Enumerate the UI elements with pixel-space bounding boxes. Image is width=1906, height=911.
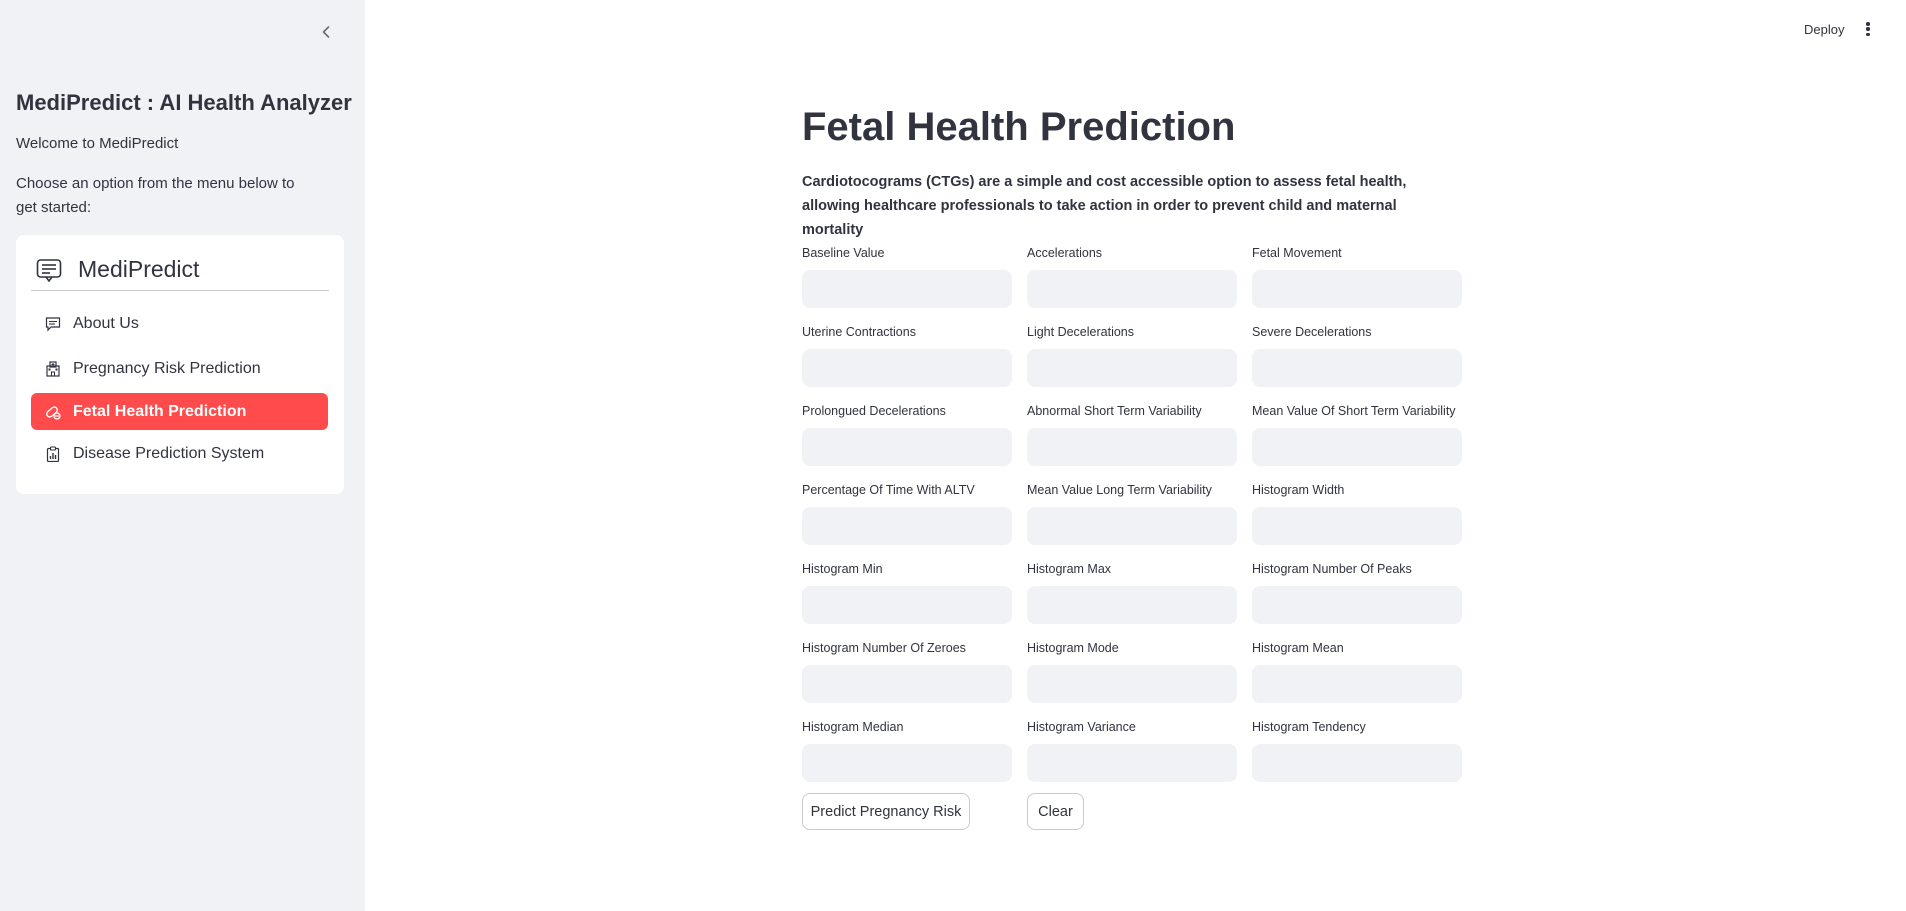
menu-item-disease-prediction[interactable]: Disease Prediction System (31, 435, 328, 472)
menu-item-label: Pregnancy Risk Prediction (73, 359, 261, 377)
navigation-menu: MediPredict About Us (16, 235, 344, 494)
field-histogram-median: Histogram Median (802, 719, 1012, 782)
list-document-icon (36, 258, 62, 282)
field-label: Histogram Min (802, 562, 883, 576)
field-label: Histogram Variance (1027, 720, 1136, 734)
field-histogram-mean: Histogram Mean (1252, 640, 1462, 703)
field-label: Abnormal Short Term Variability (1027, 404, 1202, 418)
field-mean-short-term-variability: Mean Value Of Short Term Variability (1252, 403, 1462, 466)
field-histogram-min: Histogram Min (802, 561, 1012, 624)
histogram-tendency-input[interactable] (1252, 744, 1462, 782)
field-baseline-value: Baseline Value (802, 245, 1012, 308)
field-label: Histogram Number Of Zeroes (802, 641, 966, 655)
field-label: Light Decelerations (1027, 325, 1135, 339)
field-histogram-variance: Histogram Variance (1027, 719, 1237, 782)
accelerations-input[interactable] (1027, 270, 1237, 308)
field-label: Mean Value Of Short Term Variability (1252, 404, 1456, 418)
menu-item-about-us[interactable]: About Us (31, 305, 328, 342)
clear-button[interactable]: Clear (1027, 793, 1084, 830)
field-abnormal-short-term-variability: Abnormal Short Term Variability (1027, 403, 1237, 466)
histogram-mode-input[interactable] (1027, 665, 1237, 703)
instruction-text: Choose an option from the menu below to … (16, 175, 295, 216)
field-label: Baseline Value (802, 246, 885, 260)
mean-long-term-variability-input[interactable] (1027, 507, 1237, 545)
menu-header: MediPredict (31, 249, 329, 291)
field-label: Histogram Width (1252, 483, 1345, 497)
histogram-variance-input[interactable] (1027, 744, 1237, 782)
field-label: Histogram Number Of Peaks (1252, 562, 1412, 576)
capsule-icon (45, 404, 61, 420)
uterine-contractions-input[interactable] (802, 349, 1012, 387)
chat-icon (45, 316, 61, 332)
deploy-button[interactable]: Deploy (1804, 22, 1845, 37)
page-description: Cardiotocograms (CTGs) are a simple and … (802, 174, 1407, 238)
clipboard-chart-icon (45, 445, 61, 462)
histogram-max-input[interactable] (1027, 586, 1237, 624)
field-label: Histogram Max (1027, 562, 1112, 576)
hospital-icon (45, 360, 61, 377)
menu-item-label: Fetal Health Prediction (73, 402, 247, 420)
field-histogram-width: Histogram Width (1252, 482, 1462, 545)
field-label: Histogram Tendency (1252, 720, 1366, 734)
field-mean-long-term-variability: Mean Value Long Term Variability (1027, 482, 1237, 545)
histogram-number-of-zeroes-input[interactable] (802, 665, 1012, 703)
percentage-time-altv-input[interactable] (802, 507, 1012, 545)
sidebar: MediPredict : AI Health Analyzer Welcome… (0, 0, 365, 911)
menu-title: MediPredict (78, 256, 200, 282)
field-uterine-contractions: Uterine Contractions (802, 324, 1012, 387)
baseline-value-input[interactable] (802, 270, 1012, 308)
fetal-movement-input[interactable] (1252, 270, 1462, 308)
field-prolongued-decelerations: Prolongued Decelerations (802, 403, 1012, 466)
field-label: Histogram Median (802, 720, 904, 734)
field-histogram-mode: Histogram Mode (1027, 640, 1237, 703)
field-label: Uterine Contractions (802, 325, 916, 339)
page-title: Fetal Health Prediction (802, 105, 1236, 149)
chevron-left-icon[interactable] (316, 22, 336, 42)
field-label: Fetal Movement (1252, 246, 1342, 260)
field-histogram-tendency: Histogram Tendency (1252, 719, 1462, 782)
field-label: Percentage Of Time With ALTV (802, 483, 975, 497)
field-label: Prolongued Decelerations (802, 404, 946, 418)
light-decelerations-input[interactable] (1027, 349, 1237, 387)
field-label: Severe Decelerations (1252, 325, 1372, 339)
field-histogram-number-of-peaks: Histogram Number Of Peaks (1252, 561, 1462, 624)
menu-item-pregnancy-risk[interactable]: Pregnancy Risk Prediction (31, 350, 328, 387)
histogram-min-input[interactable] (802, 586, 1012, 624)
app-title: MediPredict : AI Health Analyzer (16, 90, 352, 115)
field-label: Mean Value Long Term Variability (1027, 483, 1212, 497)
menu-item-label: Disease Prediction System (73, 444, 265, 462)
menu-item-label: About Us (73, 314, 139, 332)
severe-decelerations-input[interactable] (1252, 349, 1462, 387)
field-percentage-time-altv: Percentage Of Time With ALTV (802, 482, 1012, 545)
histogram-median-input[interactable] (802, 744, 1012, 782)
histogram-mean-input[interactable] (1252, 665, 1462, 703)
field-light-decelerations: Light Decelerations (1027, 324, 1237, 387)
histogram-number-of-peaks-input[interactable] (1252, 586, 1462, 624)
field-label: Histogram Mode (1027, 641, 1119, 655)
field-histogram-number-of-zeroes: Histogram Number Of Zeroes (802, 640, 1012, 703)
mean-short-term-variability-input[interactable] (1252, 428, 1462, 466)
predict-button[interactable]: Predict Pregnancy Risk (802, 793, 970, 830)
field-fetal-movement: Fetal Movement (1252, 245, 1462, 308)
abnormal-short-term-variability-input[interactable] (1027, 428, 1237, 466)
welcome-text: Welcome to MediPredict (16, 135, 179, 152)
kebab-menu-icon[interactable] (1862, 20, 1874, 38)
field-label: Accelerations (1027, 246, 1103, 260)
field-accelerations: Accelerations (1027, 245, 1237, 308)
menu-item-fetal-health[interactable]: Fetal Health Prediction (31, 393, 328, 430)
field-histogram-max: Histogram Max (1027, 561, 1237, 624)
prolongued-decelerations-input[interactable] (802, 428, 1012, 466)
field-severe-decelerations: Severe Decelerations (1252, 324, 1462, 387)
histogram-width-input[interactable] (1252, 507, 1462, 545)
field-label: Histogram Mean (1252, 641, 1344, 655)
